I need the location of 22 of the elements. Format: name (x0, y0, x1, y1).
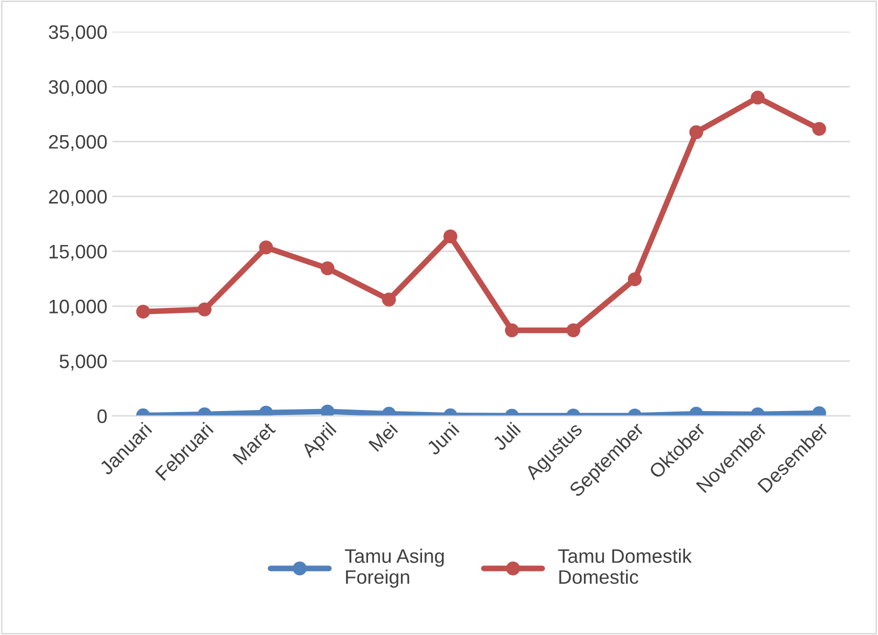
point (320, 261, 334, 276)
y-tick-label: 0 (97, 409, 107, 424)
y-tick-label: 5,000 (60, 354, 107, 371)
point (136, 304, 150, 319)
point (628, 272, 642, 286)
y-tick-label: 10,000 (50, 300, 107, 316)
legend-label: Tamu Asing Foreign (344, 548, 444, 588)
x-tick-label: Mei (368, 422, 398, 452)
x-tick-label: Juni (425, 422, 460, 456)
point (504, 323, 519, 338)
y-tick-label: 15,000 (50, 244, 107, 261)
legend-label: Tamu Domestik Domestic (558, 548, 692, 584)
x-tick-label: Juli (491, 422, 522, 452)
point (566, 323, 580, 338)
y-tick-label: 25,000 (49, 134, 107, 152)
y-tick-label: 20,000 (49, 190, 107, 206)
y-tick-label: 35,000 (48, 25, 107, 42)
point (259, 240, 273, 254)
point (443, 230, 458, 244)
point (382, 292, 396, 307)
point (198, 302, 212, 316)
y-tick-label: 30,000 (48, 80, 107, 96)
